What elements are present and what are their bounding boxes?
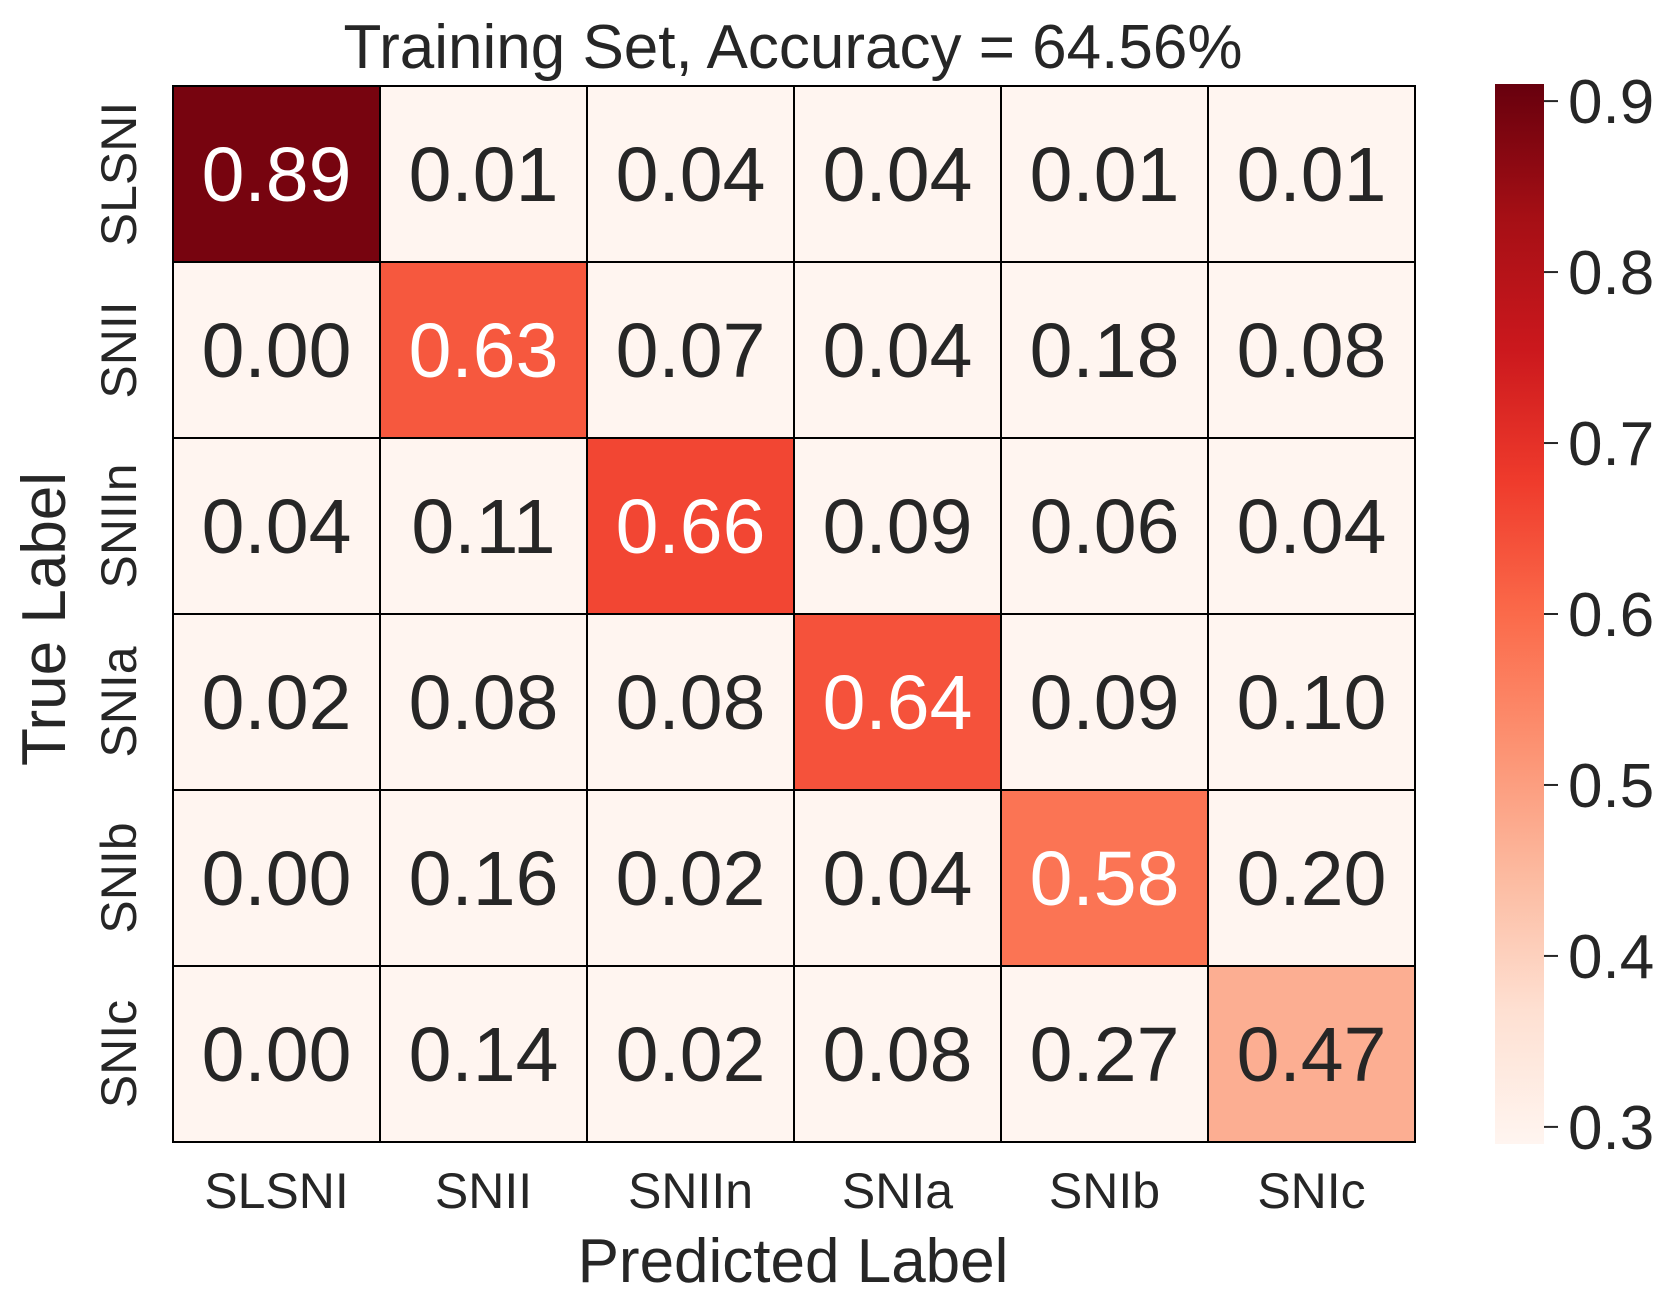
colorbar-tick-label: 0.4 [1568,923,1654,992]
y-tick-label: SNIc [91,1000,147,1108]
cell-value-label: 0.01 [409,132,559,218]
heatmap-cell [379,613,588,791]
cell-value-label: 0.08 [409,660,559,746]
heatmap-cell [172,437,381,615]
cell-value-label: 0.18 [1030,308,1180,394]
cell-value-label: 0.64 [823,660,973,746]
cell-value-label: 0.02 [202,660,352,746]
cell-value-label: 0.00 [202,1012,352,1098]
x-tick-label: SNIc [1257,1163,1365,1219]
cell-value-label: 0.04 [823,308,973,394]
cell-value-label: 0.04 [616,132,766,218]
cell-value-label: 0.58 [1030,836,1180,922]
colorbar-tick-label: 0.8 [1568,239,1654,308]
x-axis-label: Predicted Label [578,1227,1009,1296]
cell-value-label: 0.07 [616,308,766,394]
cell-value-label: 0.14 [409,1012,559,1098]
heatmap-cell [793,261,1002,439]
chart-title: Training Set, Accuracy = 64.56% [344,13,1243,82]
cell-value-label: 0.02 [616,836,766,922]
y-axis-label: True Label [10,472,79,766]
y-tick-label: SNIIn [91,463,147,588]
cell-value-label: 0.20 [1237,836,1387,922]
y-tick-label: SNIb [91,822,147,933]
heatmap-cell [793,437,1002,615]
cell-value-labels: 0.89 0.01 0.04 0.04 0.01 0.01 0.00 0.63 0.07 0.04… [202,132,1387,1098]
x-tick-label: SNII [435,1163,532,1219]
x-tick-label: SNIIn [628,1163,753,1219]
x-tick-label: SNIa [842,1163,953,1219]
x-tick-label: SLSNI [204,1163,349,1219]
colorbar-tick-label: 0.3 [1568,1094,1654,1163]
cell-value-label: 0.02 [616,1012,766,1098]
heatmap-cell [1000,789,1209,967]
colorbar-gradient [1495,84,1544,1144]
heatmap-cell [586,437,795,615]
heatmap-cell [793,613,1002,791]
cell-value-label: 0.63 [409,308,559,394]
colorbar-tick-label: 0.7 [1568,410,1654,479]
cell-value-label: 0.04 [202,484,352,570]
heatmap-cell [379,437,588,615]
cell-value-label: 0.04 [823,132,973,218]
cell-value-label: 0.27 [1030,1012,1180,1098]
heatmap-cell [379,261,588,439]
heatmap-cells [172,85,1416,1143]
cell-value-label: 0.04 [1237,484,1387,570]
cell-value-label: 0.09 [1030,660,1180,746]
cell-value-label: 0.66 [616,484,766,570]
colorbar: 0.3 0.4 0.5 0.6 0.7 0.8 0.9 [1495,68,1654,1163]
heatmap-frame [172,85,1416,1143]
heatmap-cell [172,613,381,791]
heatmap-cell [586,613,795,791]
cell-value-label: 0.10 [1237,660,1387,746]
y-tick-labels: SLSNI SNII SNIIn SNIa SNIb SNIc [91,102,147,1108]
cell-value-label: 0.09 [823,484,973,570]
cell-value-label: 0.01 [1237,132,1387,218]
cell-value-label: 0.00 [202,308,352,394]
heatmap-cell [172,965,381,1143]
heatmap-cell [1207,261,1416,439]
colorbar-ticks: 0.3 0.4 0.5 0.6 0.7 0.8 0.9 [1544,68,1654,1163]
heatmap-cell [1000,965,1209,1143]
cell-value-label: 0.06 [1030,484,1180,570]
heatmap-cell [1207,965,1416,1143]
x-tick-label: SNIb [1049,1163,1160,1219]
heatmap-cell [586,789,795,967]
cell-value-label: 0.89 [202,132,352,218]
colorbar-tick-label: 0.5 [1568,752,1654,821]
heatmap-cell [793,789,1002,967]
colorbar-tick-label: 0.9 [1568,68,1654,137]
cell-value-label: 0.08 [616,660,766,746]
colorbar-tick-label: 0.6 [1568,581,1654,650]
y-tick-label: SLSNI [91,102,147,247]
y-tick-label: SNIa [91,646,147,757]
y-tick-label: SNII [91,301,147,398]
cell-value-label: 0.08 [1237,308,1387,394]
cell-value-label: 0.00 [202,836,352,922]
cell-value-label: 0.16 [409,836,559,922]
cell-value-label: 0.47 [1237,1012,1387,1098]
heatmap-cell [172,789,381,967]
cell-value-label: 0.08 [823,1012,973,1098]
cell-value-label: 0.01 [1030,132,1180,218]
heatmap-cell [1000,613,1209,791]
x-tick-labels: SLSNI SNII SNIIn SNIa SNIb SNIc [204,1163,1365,1219]
heatmap-cell [1207,437,1416,615]
heatmap-cell [793,85,1002,263]
cell-value-label: 0.11 [411,484,555,570]
heatmap-cell [172,85,381,263]
cell-value-label: 0.04 [823,836,973,922]
heatmap-cell [1000,85,1209,263]
heatmap-cell [379,85,588,263]
heatmap-cell [1000,437,1209,615]
heatmap-cell [1207,85,1416,263]
